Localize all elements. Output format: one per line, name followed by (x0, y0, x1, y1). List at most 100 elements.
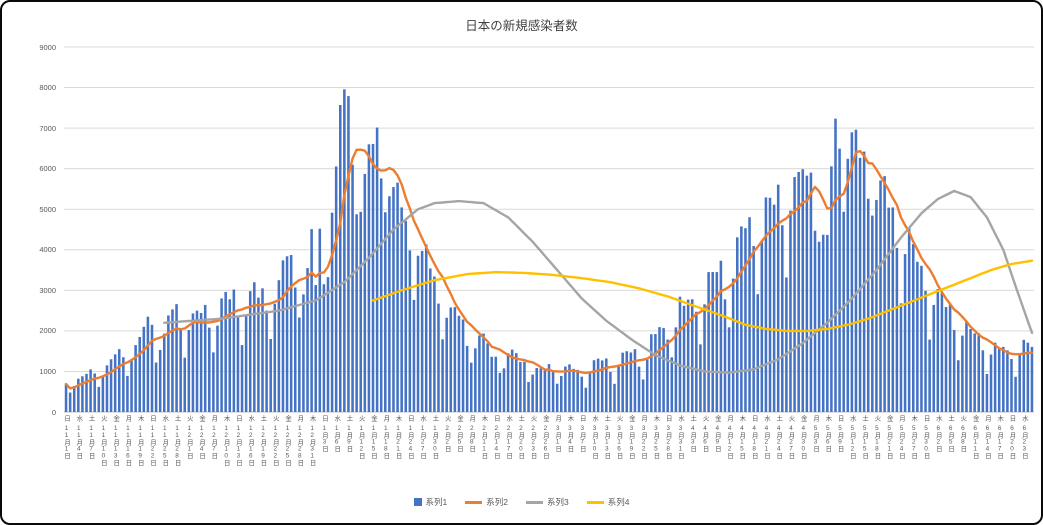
legend-item-series1[interactable]: 系列1 (413, 496, 448, 508)
y-axis-tick-label: 9000 (39, 42, 56, 52)
x-axis-tick-label: 土11月7日 (87, 415, 95, 460)
x-axis-tick-label: 木2月11日 (480, 415, 488, 460)
x-axis-tick-label: 月5月3日 (812, 415, 820, 453)
x-axis-tick-label: 日5月30日 (922, 415, 930, 460)
x-axis-tick-label: 金1月15日 (370, 415, 377, 460)
x-axis-tick-label: 金2月5日 (455, 415, 463, 453)
x-axis-tick-label: 木12月10日 (222, 415, 230, 467)
x-axis-tick-label: 日1月3日 (320, 415, 328, 453)
x-axis-tick-label: 水5月12日 (848, 415, 856, 460)
x-axis-tick-label: 火4月27日 (787, 415, 795, 460)
x-axis-tick-label: 水2月17日 (505, 415, 513, 460)
x-axis-tick-label: 金12月25日 (284, 415, 292, 467)
x-axis-tick-label: 火3月16日 (615, 415, 623, 460)
x-axis-tick-label: 金4月30日 (799, 415, 807, 460)
x-axis-tick-label: 金12月4日 (198, 415, 206, 460)
x-axis-tick-label: 水12月16日 (247, 415, 255, 467)
x-axis-tick-label: 火11月10日 (99, 415, 107, 467)
x-axis-tick-label: 日6月20日 (1008, 415, 1016, 460)
x-axis-tick-label: 金4月9日 (713, 415, 721, 453)
y-axis-tick-label: 0 (51, 407, 56, 417)
x-axis-tick-label: 火12月22日 (271, 415, 279, 467)
x-axis-tick-label: 月1月18日 (382, 415, 390, 460)
x-axis-tick-label: 水6月23日 (1020, 415, 1028, 460)
x-axis-tick-label: 金11月13日 (112, 415, 120, 467)
legend-item-series4[interactable]: 系列4 (586, 496, 630, 508)
x-axis-tick-label: 土12月19日 (259, 415, 267, 467)
x-axis-tick-label: 土5月15日 (861, 415, 869, 460)
x-axis-tick-label: 水11月4日 (75, 415, 83, 460)
series3-line-swatch-icon (526, 500, 543, 504)
x-axis-tick-label: 金2月26日 (541, 415, 549, 460)
x-axis-tick-label: 月12月28日 (296, 415, 304, 467)
x-axis-tick-label: 日1月24日 (406, 415, 414, 460)
y-axis-tick-label: 8000 (39, 83, 56, 93)
x-axis-tick-label: 火2月23日 (529, 415, 537, 460)
x-axis-tick-label: 土4月3日 (689, 415, 697, 453)
x-axis-tick-label: 日11月22日 (148, 415, 156, 467)
x-axis-tick-label: 日3月7日 (578, 415, 586, 453)
x-axis-tick-label: 土2月20日 (517, 415, 525, 460)
x-axis-tick-label: 土3月13日 (603, 415, 611, 460)
x-axis-tick-label: 木6月17日 (996, 415, 1004, 460)
x-axis-tick-label: 水6月2日 (934, 415, 942, 453)
legend-label-series3: 系列3 (547, 497, 569, 507)
legend-label-series1: 系列1 (425, 497, 448, 507)
x-axis-tick-label: 木4月15日 (738, 415, 746, 460)
x-axis-tick-label: 月3月22日 (640, 415, 648, 460)
x-axis-tick-label: 木11月19日 (136, 415, 144, 467)
x-axis-tick-label: 水11月25日 (161, 415, 169, 467)
x-axis-tick-label: 日4月18日 (750, 415, 758, 460)
x-axis-tick-label: 火4月6日 (701, 415, 709, 453)
y-axis-tick-label: 1000 (39, 366, 56, 376)
legend-item-series3[interactable]: 系列3 (526, 496, 569, 508)
legend: 系列1 系列2 系列3 系列4 (2, 496, 1041, 508)
x-axis-tick-label: 水1月6日 (333, 415, 341, 453)
x-axis-tick-label: 土1月9日 (345, 415, 353, 453)
x-axis-tick-label: 土4月24日 (775, 415, 783, 460)
x-axis-tick-label: 金3月19日 (627, 415, 635, 460)
y-axis-tick-label: 6000 (39, 164, 56, 174)
x-axis-tick-label: 月3月1日 (554, 415, 562, 453)
x-axis-tick-label: 金6月11日 (971, 415, 979, 460)
x-axis-tick-label: 火5月18日 (873, 415, 881, 460)
x-axis-tick-label: 土6月5日 (947, 415, 955, 453)
x-axis-tick-label: 木5月6日 (824, 415, 832, 453)
x-axis-tick-label: 金5月21日 (885, 415, 893, 460)
x-axis-tick-label: 火12月1日 (185, 415, 193, 460)
x-axis-tick-label: 木1月21日 (394, 415, 402, 460)
x-axis-tick-label: 日5月9日 (836, 415, 844, 453)
x-axis-tick-label: 木3月4日 (566, 415, 574, 453)
x-axis-tick-label: 火1月12日 (357, 415, 365, 460)
y-axis-tick-label: 7000 (39, 123, 56, 133)
x-axis-tick-label: 日12月13日 (234, 415, 242, 467)
x-axis-tick-label: 水3月31日 (676, 415, 684, 460)
x-axis-tick-label: 水3月10日 (591, 415, 599, 460)
y-axis-tick-label: 2000 (39, 326, 56, 336)
chart-title: 日本の新規感染者数 (465, 19, 578, 33)
x-axis-tick-label: 日2月14日 (492, 415, 500, 460)
legend-label-series4: 系列4 (607, 497, 630, 507)
x-axis-tick-label: 日11月1日 (63, 415, 71, 460)
series4-line-swatch-icon (586, 500, 604, 504)
x-axis-tick-label: 火2月2日 (443, 415, 451, 453)
x-axis-tick-label: 水1月27日 (419, 415, 427, 460)
y-axis-tick-label: 5000 (39, 204, 56, 214)
x-axis-tick-label: 火6月8日 (959, 415, 967, 453)
series2-line-swatch-icon (465, 500, 483, 504)
x-axis: 日11月1日 水11月4日 土11月7日 火11月10日 金11月13日 月11月16日木… (2, 415, 1041, 493)
series1-bar-swatch-icon (413, 498, 422, 506)
y-axis: 0 1000 2000 3000 4000 5000 6000 7000 8000 9000 (2, 2, 58, 523)
x-axis-tick-label: 水4月21日 (762, 415, 770, 460)
x-axis-tick-label: 土1月30日 (431, 415, 439, 460)
x-axis-tick-label: 月4月12日 (726, 415, 734, 460)
legend-item-series2[interactable]: 系列2 (465, 496, 508, 508)
legend-label-series2: 系列2 (486, 497, 508, 507)
x-axis-tick-label: 月2月8日 (468, 415, 476, 453)
x-axis-tick-label: 月6月14日 (983, 415, 991, 460)
x-axis-tick-label: 月5月24日 (897, 415, 905, 460)
x-axis-tick-label: 木3月25日 (652, 415, 660, 460)
x-axis-tick-label: 月11月16日 (124, 415, 132, 467)
